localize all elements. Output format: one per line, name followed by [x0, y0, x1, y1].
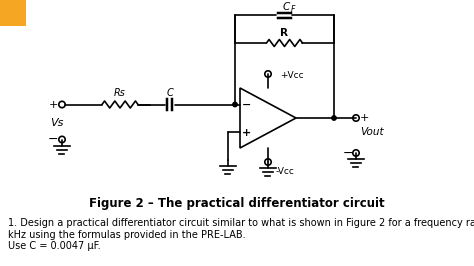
Text: −: −	[242, 99, 252, 110]
Circle shape	[332, 116, 336, 120]
Text: Figure 2 – The practical differentiator circuit: Figure 2 – The practical differentiator …	[89, 197, 385, 210]
Text: C: C	[283, 2, 290, 12]
Text: +: +	[242, 127, 252, 138]
Text: −: −	[343, 147, 353, 160]
FancyBboxPatch shape	[0, 0, 26, 26]
Text: +Vcc: +Vcc	[280, 70, 304, 80]
Text: 1. Design a practical differentiator circuit similar to what is shown in Figure : 1. Design a practical differentiator cir…	[8, 218, 474, 251]
Text: C: C	[167, 89, 173, 98]
Text: Vout: Vout	[360, 127, 384, 137]
Text: −: −	[48, 133, 58, 146]
Circle shape	[233, 102, 237, 107]
Text: +: +	[359, 113, 369, 123]
Text: +: +	[48, 99, 58, 110]
Text: Vs: Vs	[50, 118, 64, 127]
Text: R: R	[281, 28, 289, 38]
Text: Rs: Rs	[114, 89, 126, 98]
Text: -Vcc: -Vcc	[276, 168, 295, 177]
Text: F: F	[290, 5, 295, 14]
